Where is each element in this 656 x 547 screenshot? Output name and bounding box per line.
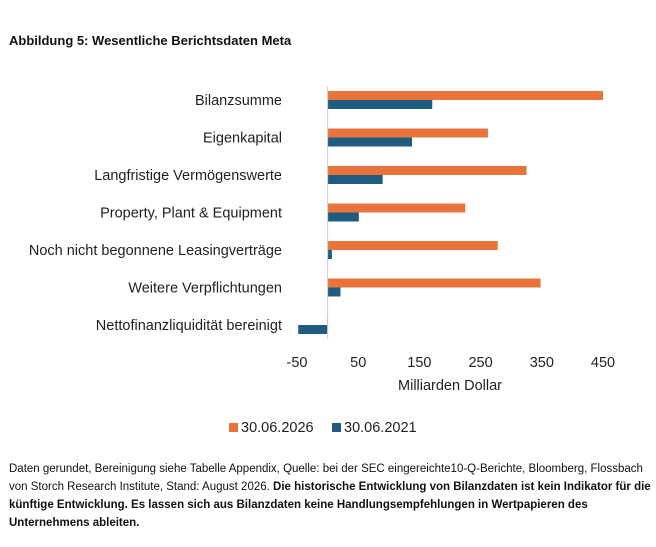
legend-label: 30.06.2026	[241, 420, 314, 436]
bar-30.06.2026-Property, Plant & Equipment	[327, 203, 466, 213]
bars	[298, 91, 603, 334]
bar-30.06.2021-Eigenkapital	[327, 137, 413, 147]
category-labels: Bilanzsumme Eigenkapital Langfristige Verm…	[29, 93, 282, 334]
category-label: Bilanzsumme	[195, 93, 282, 109]
bar-30.06.2021-Bilanzsumme	[327, 100, 433, 109]
x-tick-label: 250	[468, 355, 492, 371]
x-tick-label: -50	[287, 355, 308, 371]
x-tick-label: 150	[407, 355, 431, 371]
bar-30.06.2026-Bilanzsumme	[327, 91, 603, 100]
legend: 30.06.2026 30.06.2021	[229, 420, 417, 436]
footnote-disclaimer: Die historische Entwicklung von Bilanzda…	[9, 481, 651, 529]
category-label: Noch nicht begonnene Leasingverträge	[29, 243, 282, 259]
x-tick-labels: -50 50 150 250 350 450	[287, 355, 616, 371]
bar-30.06.2026-Langfristige Vermögenswerte	[327, 166, 527, 175]
category-label: Nettofinanzliquidität bereinigt	[96, 318, 282, 334]
category-label: Eigenkapital	[203, 131, 282, 147]
bar-30.06.2026-Noch nicht begonnene Leasingverträge	[327, 241, 498, 250]
x-tick-label: 50	[350, 355, 366, 371]
category-label: Weitere Verpflichtungen	[128, 281, 282, 297]
bar-30.06.2026-Eigenkapital	[327, 128, 488, 138]
bar-chart: Bilanzsumme Eigenkapital Langfristige Verm…	[29, 86, 616, 436]
figure-title: Abbildung 5: Wesentliche Berichtsdaten M…	[9, 33, 292, 48]
legend-swatch	[332, 423, 341, 432]
category-label: Langfristige Vermögenswerte	[94, 168, 282, 184]
bar-30.06.2026-Weitere Verpflichtungen	[327, 278, 541, 288]
bar-30.06.2021-Weitere Verpflichtungen	[327, 287, 341, 297]
bar-30.06.2021-Noch nicht begonnene Leasingverträge	[327, 250, 332, 259]
bar-30.06.2021-Property, Plant & Equipment	[327, 212, 359, 222]
footnote: Daten gerundet, Bereinigung siehe Tabell…	[9, 460, 651, 532]
x-tick-label: 450	[591, 355, 615, 371]
bar-30.06.2021-Langfristige Vermögenswerte	[327, 175, 383, 184]
footnote-text: Daten gerundet, Bereinigung siehe Tabell…	[9, 463, 643, 493]
bar-30.06.2021-Nettofinanzliquidität bereinigt	[298, 325, 328, 334]
category-label: Property, Plant & Equipment	[100, 206, 282, 222]
x-tick-label: 350	[530, 355, 554, 371]
legend-swatch	[229, 423, 238, 432]
x-axis-title: Milliarden Dollar	[398, 378, 502, 394]
legend-label: 30.06.2021	[344, 420, 417, 436]
